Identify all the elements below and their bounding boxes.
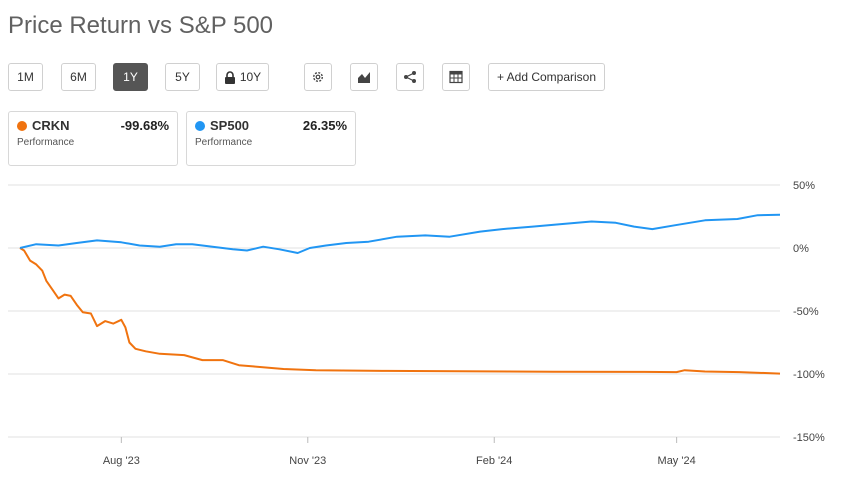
share-button[interactable] <box>396 63 424 91</box>
series-line-crkn <box>19 247 781 375</box>
series-color-dot <box>195 121 205 131</box>
series-color-dot <box>17 121 27 131</box>
x-tick-label: Feb '24 <box>476 455 512 467</box>
series-performance-value: 26.35% <box>302 118 347 133</box>
x-tick-label: May '24 <box>658 455 696 467</box>
settings-button[interactable] <box>304 63 332 91</box>
y-tick-label: 50% <box>793 180 815 192</box>
series-performance-label: Performance <box>195 137 253 148</box>
table-icon <box>449 70 463 84</box>
add-comparison-button[interactable]: + Add Comparison <box>488 63 605 91</box>
legend-card-sp500[interactable]: SP500 26.35% Performance <box>186 111 356 166</box>
y-tick-label: -150% <box>793 432 825 444</box>
performance-line-chart: 50% 0% -50% -100% -150% Aug '23 Nov '23 Feb '24… <box>8 180 825 467</box>
legend-card-crkn[interactable]: CRKN -99.68% Performance <box>8 111 178 166</box>
series-symbol: SP500 <box>210 118 250 133</box>
y-tick-label: -50% <box>793 306 819 318</box>
range-10y-button[interactable]: 10Y <box>216 63 269 91</box>
y-tick-label: 0% <box>793 243 809 255</box>
share-icon <box>404 71 416 83</box>
y-tick-label: -100% <box>793 369 825 381</box>
gear-icon <box>312 71 324 83</box>
range-6m-button[interactable]: 6M <box>61 63 96 91</box>
series-line-sp500 <box>19 213 781 254</box>
lock-icon <box>224 70 235 84</box>
x-tick-label: Aug '23 <box>103 455 140 467</box>
range-1y-button[interactable]: 1Y <box>113 63 148 91</box>
page-title: Price Return vs S&P 500 <box>8 12 274 39</box>
series-performance-value: -99.68% <box>120 118 169 133</box>
chart-type-button[interactable] <box>350 63 378 91</box>
range-10y-label: 10Y <box>239 70 262 84</box>
table-button[interactable] <box>442 63 470 91</box>
series-performance-label: Performance <box>17 137 75 148</box>
x-tick-label: Nov '23 <box>289 455 326 467</box>
range-5y-button[interactable]: 5Y <box>165 63 200 91</box>
chart-type-icon <box>358 72 370 83</box>
range-1m-button[interactable]: 1M <box>8 63 43 91</box>
series-symbol: CRKN <box>32 118 70 133</box>
